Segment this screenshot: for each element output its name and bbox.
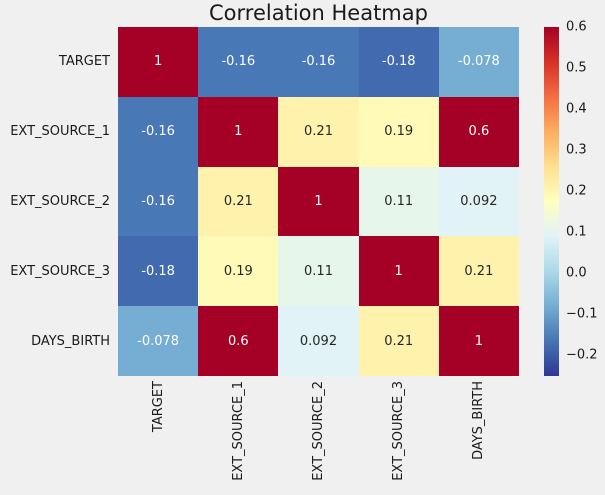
heatmap-cell: 0.092 xyxy=(438,166,519,237)
heatmap-cell: 0.19 xyxy=(198,236,279,307)
x-axis-tick-label: EXT_SOURCE_3 xyxy=(391,381,407,481)
x-axis-tick-label: EXT_SOURCE_1 xyxy=(230,381,246,481)
colorbar-tick-labels: 0.6 0.5 0.4 0.3 0.2 0.1 0.0 −0.1 −0.2 xyxy=(566,20,605,376)
heatmap-cell: -0.078 xyxy=(438,27,519,97)
chart-title: Correlation Heatmap xyxy=(209,1,428,25)
y-axis-tick-label: DAYS_BIRTH xyxy=(31,333,110,349)
colorbar-tick-label: 0.2 xyxy=(566,183,587,199)
heatmap-cell: 1 xyxy=(198,96,279,167)
colorbar-tick-label: 0.6 xyxy=(566,19,587,35)
x-axis-tick-label: DAYS_BIRTH xyxy=(471,381,487,460)
colorbar-tick-label: −0.2 xyxy=(566,347,598,363)
x-axis-tick-slot: DAYS_BIRTH xyxy=(439,381,519,493)
heatmap-cell: -0.16 xyxy=(198,27,279,97)
x-axis-tick-label: EXT_SOURCE_2 xyxy=(310,381,326,481)
heatmap-cell: 0.11 xyxy=(278,236,359,307)
heatmap-cell: 0.11 xyxy=(358,166,439,237)
heatmap-cell: 1 xyxy=(358,236,439,307)
heatmap-cell: 1 xyxy=(118,27,199,97)
x-axis-tick-label: TARGET xyxy=(150,381,166,433)
x-axis-tick-slot: EXT_SOURCE_1 xyxy=(198,381,278,493)
heatmap-cell: -0.078 xyxy=(118,306,199,376)
heatmap-cell: 0.092 xyxy=(278,306,359,376)
x-axis-tick-slot: TARGET xyxy=(118,381,198,493)
colorbar-tick-label: 0.1 xyxy=(566,224,587,240)
heatmap-cell: 1 xyxy=(438,306,519,376)
heatmap-cell: 0.21 xyxy=(358,306,439,376)
heatmap-cell: 0.21 xyxy=(278,96,359,167)
colorbar-tick-label: 0.4 xyxy=(566,101,587,117)
x-axis-tick-slot: EXT_SOURCE_2 xyxy=(278,381,358,493)
heatmap-grid: 1 -0.16 -0.16 -0.18 -0.078 -0.16 1 0.21 0.19 0.6-… xyxy=(118,27,519,376)
heatmap-cell: -0.18 xyxy=(358,27,439,97)
heatmap-cell: -0.16 xyxy=(118,96,199,167)
y-axis-tick-label: EXT_SOURCE_2 xyxy=(10,193,110,209)
heatmap-cell: 0.6 xyxy=(438,96,519,167)
heatmap-cell: 0.6 xyxy=(198,306,279,376)
heatmap-cell: -0.18 xyxy=(118,236,199,307)
y-axis-tick-label: EXT_SOURCE_3 xyxy=(10,263,110,279)
heatmap-cell: 0.19 xyxy=(358,96,439,167)
colorbar-tick-label: 0.0 xyxy=(566,265,587,281)
y-axis-tick-label: TARGET xyxy=(58,54,110,70)
x-axis-tick-slot: EXT_SOURCE_3 xyxy=(359,381,439,493)
heatmap-cell: 0.21 xyxy=(438,236,519,307)
y-axis-labels: TARGET EXT_SOURCE_1 EXT_SOURCE_2 EXT_SOURCE… xyxy=(0,27,114,376)
heatmap-cell: -0.16 xyxy=(118,166,199,237)
heatmap-cell: -0.16 xyxy=(278,27,359,97)
y-axis-tick-label: EXT_SOURCE_1 xyxy=(10,124,110,140)
colorbar-tick-label: −0.1 xyxy=(566,306,598,322)
colorbar-tick-label: 0.3 xyxy=(566,142,587,158)
heatmap-cell: 0.21 xyxy=(198,166,279,237)
colorbar-gradient xyxy=(544,27,559,376)
heatmap-cell: 1 xyxy=(278,166,359,237)
x-axis-labels: TARGET EXT_SOURCE_1 EXT_SOURCE_2 EXT_SOURCE… xyxy=(118,381,519,493)
colorbar-tick-label: 0.5 xyxy=(566,60,587,76)
